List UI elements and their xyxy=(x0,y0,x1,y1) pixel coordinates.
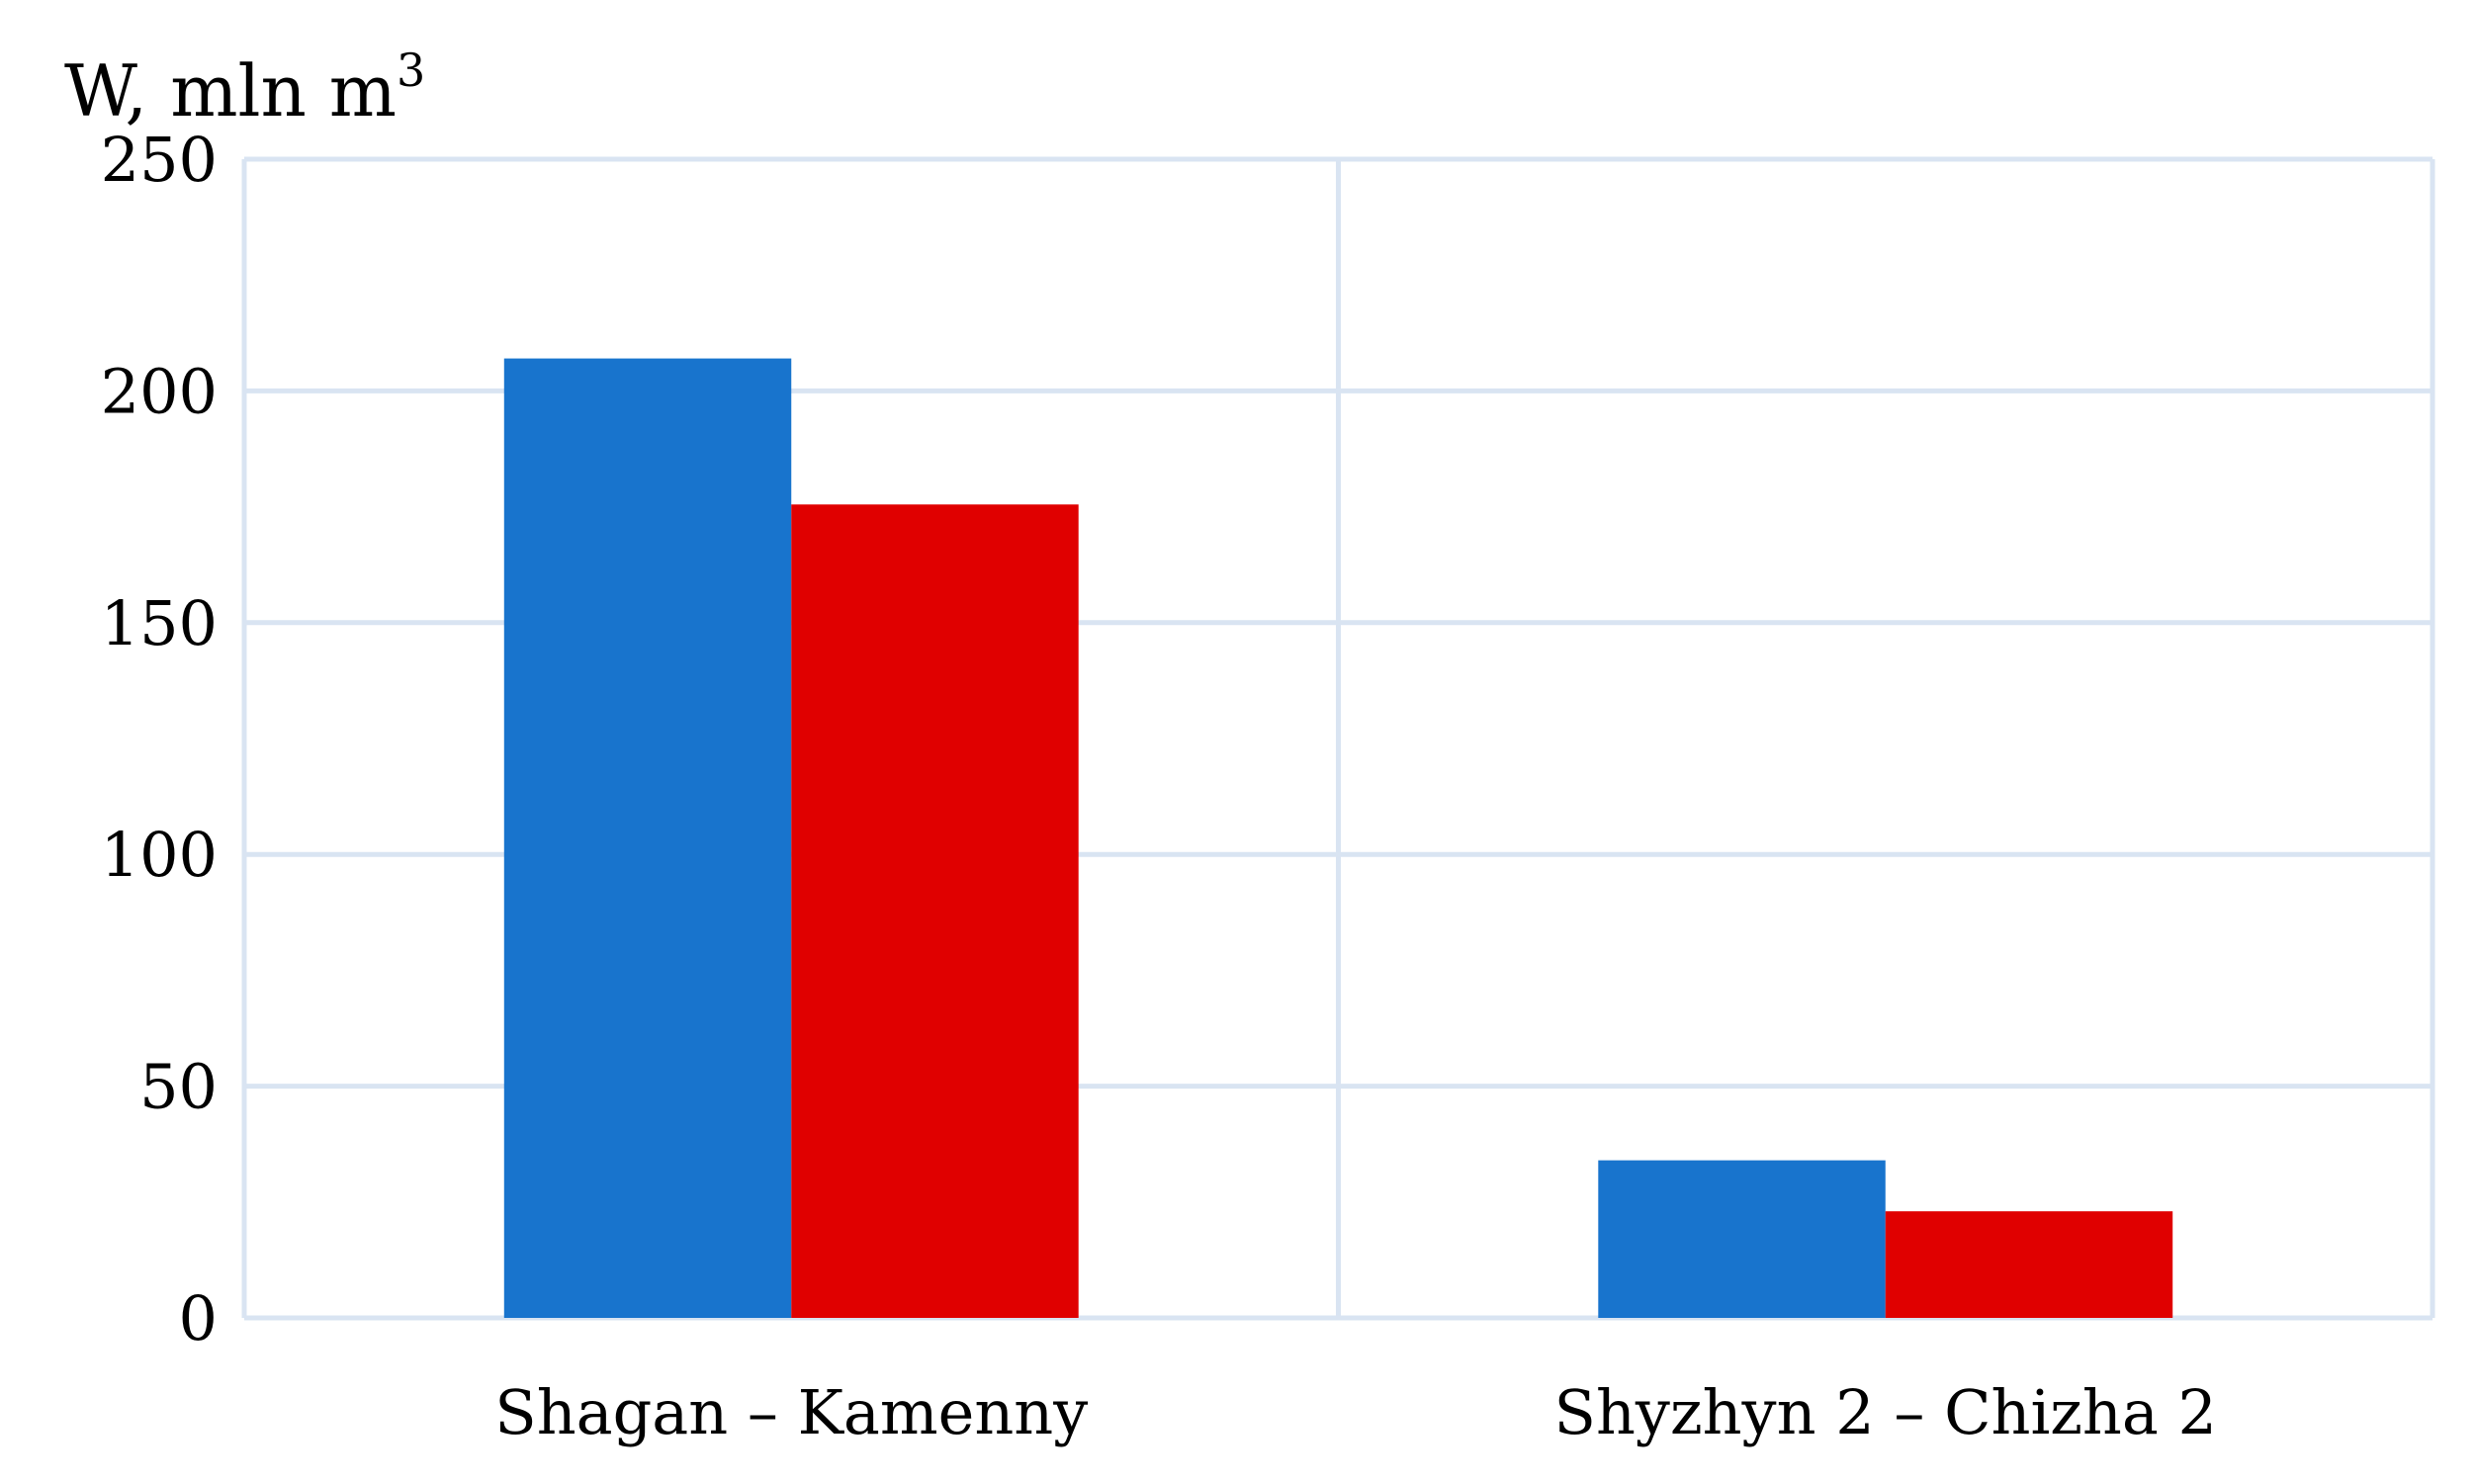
y-tick-label-100: 100 xyxy=(101,819,218,891)
x-axis-ticks: Shagan – Kamenny Shyzhyn 2 – Chizha 2 xyxy=(494,1376,2217,1448)
bar-series1-cat1 xyxy=(503,358,792,1319)
bars-layer xyxy=(503,358,2173,1319)
x-tick-label-2: Shyzhyn 2 – Chizha 2 xyxy=(1554,1376,2217,1448)
y-tick-label-200: 200 xyxy=(101,355,218,427)
y-axis-title-text: W, mln m xyxy=(64,49,397,132)
bar-series1-cat2 xyxy=(1598,1160,1886,1318)
y-tick-label-50: 50 xyxy=(139,1051,218,1123)
bar-series2-cat2 xyxy=(1885,1211,2173,1318)
y-axis-ticks: 0 50 100 150 200 250 xyxy=(101,124,218,1354)
y-tick-label-0: 0 xyxy=(179,1282,218,1354)
y-tick-label-250: 250 xyxy=(101,124,218,196)
bar-series2-cat1 xyxy=(791,504,1079,1319)
y-axis-title: W, mln m3 xyxy=(64,44,425,132)
y-tick-label-150: 150 xyxy=(101,587,218,659)
x-tick-label-1: Shagan – Kamenny xyxy=(494,1376,1088,1448)
y-axis-title-superscript: 3 xyxy=(397,44,425,97)
